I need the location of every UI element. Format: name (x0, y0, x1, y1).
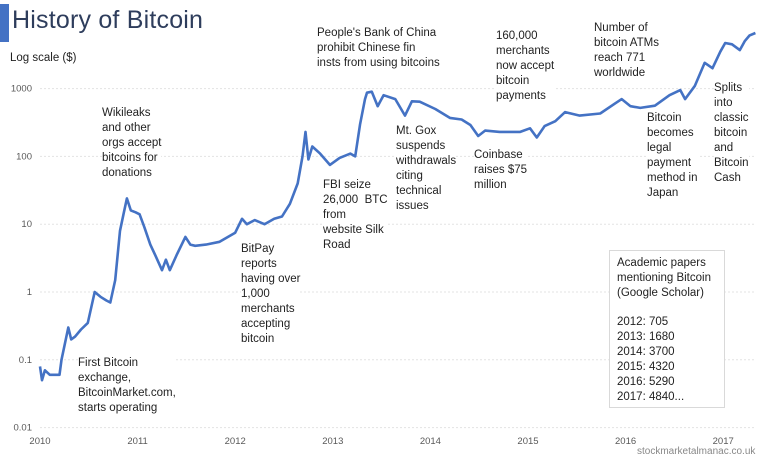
annotation-first-exchange: First Bitcoin exchange, BitcoinMarket.co… (78, 356, 176, 416)
y-tick-label: 0.01 (14, 423, 33, 434)
x-tick-label: 2015 (517, 436, 538, 447)
papers-heading: Academic papers mentioning Bitcoin (Goog… (617, 257, 711, 299)
annotation-merchants: 160,000 merchants now accept bitcoin pay… (496, 29, 555, 104)
y-tick-label: 1000 (11, 84, 32, 95)
papers-row: 2014: 3700 (617, 346, 675, 358)
y-tick-label: 10 (21, 219, 32, 230)
y-tick-label: 100 (16, 151, 32, 162)
chart-title: History of Bitcoin (12, 6, 204, 34)
price-line (38, 31, 756, 382)
y-tick-label: 1 (27, 287, 32, 298)
annotation-atms: Number of bitcoin ATMs reach 771 worldwi… (594, 21, 659, 81)
annotation-wikileaks: Wikileaks and other orgs accept bitcoins… (102, 106, 162, 181)
y-tick-label: 0.1 (19, 355, 32, 366)
x-tick-label: 2013 (322, 436, 343, 447)
x-tick-label: 2017 (713, 436, 734, 447)
annotation-bitpay: BitPay reports having over 1,000 merchan… (241, 242, 301, 347)
annotation-fbi: FBI seize 26,000 BTC from website Silk R… (323, 178, 388, 253)
x-tick-label: 2011 (127, 436, 147, 447)
papers-row: 2016: 5290 (617, 376, 675, 388)
papers-box: Academic papers mentioning Bitcoin (Goog… (609, 250, 725, 408)
annotation-japan: Bitcoin becomes legal payment method in … (647, 111, 698, 201)
title-accent-bar (0, 4, 9, 42)
papers-row: 2017: 4840... (617, 391, 685, 403)
annotation-pboc: People's Bank of China prohibit Chinese … (317, 26, 440, 71)
x-tick-label: 2014 (420, 436, 441, 447)
source-credit: stockmarketalmanac.co.uk (637, 446, 756, 457)
papers-row: 2013: 1680 (617, 331, 675, 343)
annotation-mtgox: Mt. Gox suspends withdrawals citing tech… (396, 124, 457, 214)
papers-row: 2012: 705 (617, 316, 669, 328)
annotation-split: Splits into classic bitcoin and Bitcoin … (714, 81, 749, 186)
x-tick-label: 2016 (615, 436, 636, 447)
x-tick-label: 2010 (29, 436, 50, 447)
papers-row: 2015: 4320 (617, 361, 675, 373)
y-axis-label: Log scale ($) (10, 52, 77, 64)
annotation-coinbase: Coinbase raises $75 million (474, 148, 528, 193)
x-tick-label: 2012 (225, 436, 246, 447)
